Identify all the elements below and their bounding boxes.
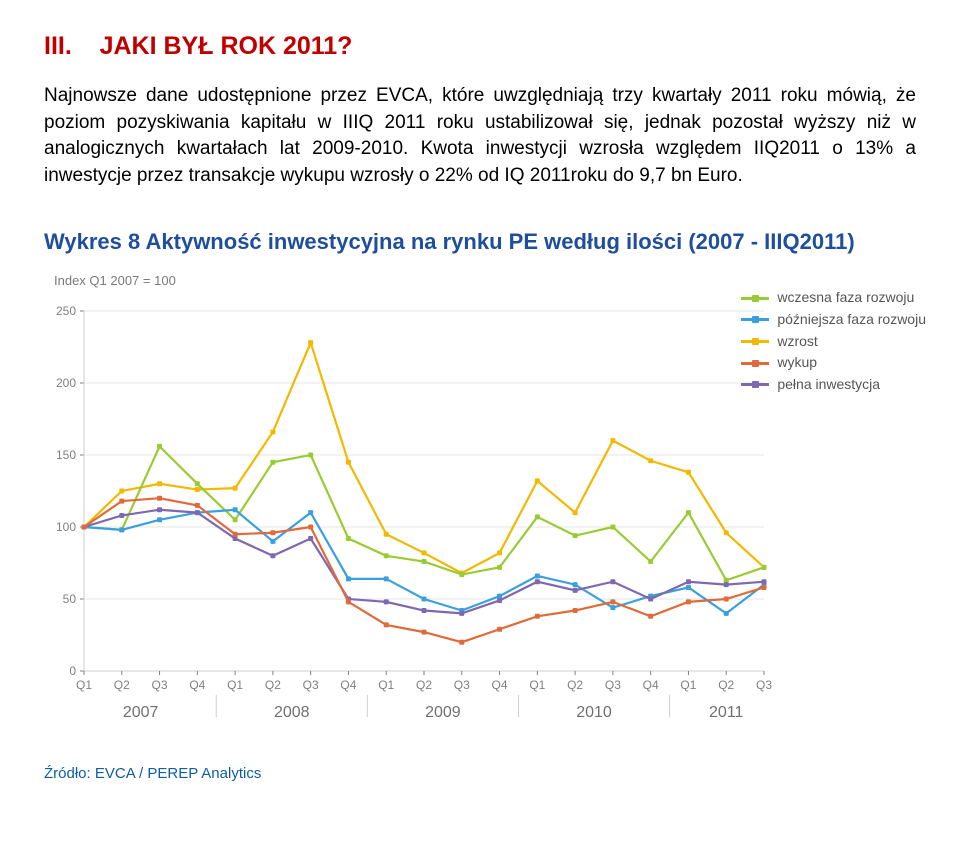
svg-text:200: 200 — [56, 376, 76, 390]
section-heading: III. JAKI BYŁ ROK 2011? — [44, 32, 916, 61]
legend-item: późniejsza faza rozwoju — [741, 309, 926, 331]
legend-item: wzrost — [741, 331, 926, 353]
svg-text:Q1: Q1 — [680, 678, 696, 692]
svg-text:Q2: Q2 — [114, 678, 130, 692]
source-text: Źródło: EVCA / PEREP Analytics — [44, 765, 916, 782]
svg-text:Q2: Q2 — [567, 678, 583, 692]
svg-text:Q2: Q2 — [416, 678, 432, 692]
svg-text:Q3: Q3 — [756, 678, 772, 692]
svg-text:Q4: Q4 — [492, 678, 508, 692]
legend-label: wykup — [777, 352, 817, 374]
chart-title: Wykres 8 Aktywność inwestycyjna na rynku… — [44, 229, 916, 255]
svg-text:Q3: Q3 — [454, 678, 470, 692]
legend-label: wzrost — [777, 331, 817, 353]
legend-label: późniejsza faza rozwoju — [777, 309, 926, 331]
heading-numeral: III. — [44, 32, 72, 60]
svg-text:Q4: Q4 — [189, 678, 205, 692]
svg-text:Q1: Q1 — [529, 678, 545, 692]
svg-text:Q3: Q3 — [152, 678, 168, 692]
svg-text:Q4: Q4 — [643, 678, 659, 692]
svg-text:Q4: Q4 — [340, 678, 356, 692]
svg-text:Q1: Q1 — [227, 678, 243, 692]
svg-text:Q2: Q2 — [718, 678, 734, 692]
svg-text:2010: 2010 — [576, 704, 612, 721]
heading-text: JAKI BYŁ ROK 2011? — [100, 32, 353, 60]
svg-text:Q2: Q2 — [265, 678, 281, 692]
svg-text:250: 250 — [56, 304, 76, 318]
legend-item: pełna inwestycja — [741, 374, 926, 396]
svg-text:Q3: Q3 — [303, 678, 319, 692]
legend-label: wczesna faza rozwoju — [777, 287, 914, 309]
svg-text:2007: 2007 — [123, 704, 159, 721]
svg-text:Q1: Q1 — [378, 678, 394, 692]
legend-item: wczesna faza rozwoju — [741, 287, 926, 309]
svg-text:2011: 2011 — [709, 704, 744, 721]
svg-text:0: 0 — [69, 664, 76, 678]
y-axis-subtitle: Index Q1 2007 = 100 — [54, 273, 176, 288]
legend-label: pełna inwestycja — [777, 374, 880, 396]
svg-text:100: 100 — [56, 520, 76, 534]
svg-text:Q1: Q1 — [76, 678, 92, 692]
legend-item: wykup — [741, 352, 926, 374]
svg-text:150: 150 — [56, 448, 76, 462]
svg-text:50: 50 — [63, 592, 77, 606]
svg-text:2009: 2009 — [425, 704, 461, 721]
chart-container: Index Q1 2007 = 100 wczesna faza rozwoju… — [48, 301, 916, 741]
legend: wczesna faza rozwojupóźniejsza faza rozw… — [741, 287, 926, 395]
svg-text:2008: 2008 — [274, 704, 310, 721]
svg-text:Q3: Q3 — [605, 678, 621, 692]
body-paragraph: Najnowsze dane udostępnione przez EVCA, … — [44, 83, 916, 189]
